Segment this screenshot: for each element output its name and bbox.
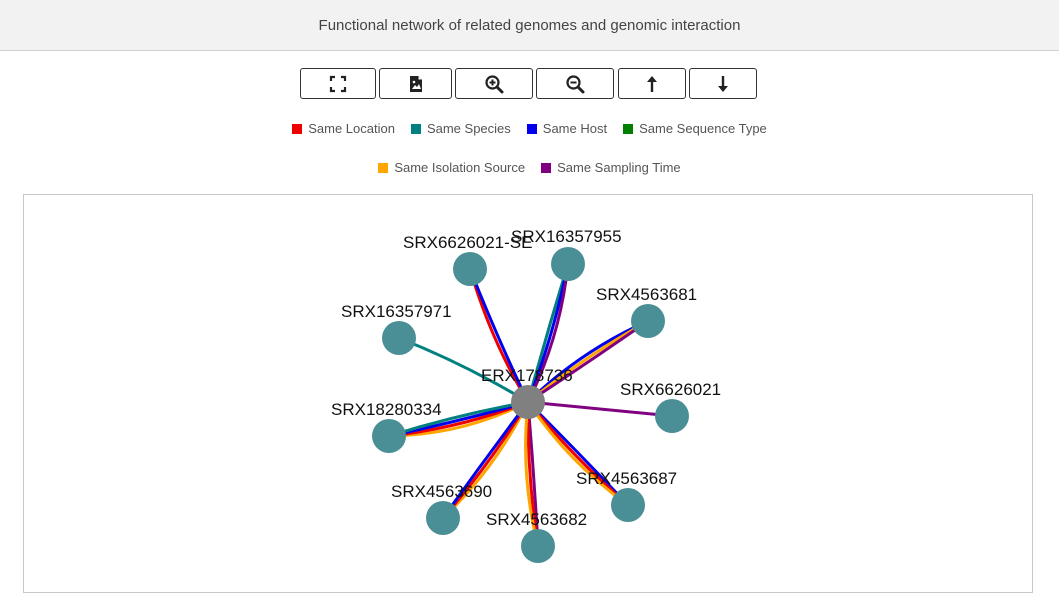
zoom-out-button[interactable] [536,68,614,99]
genome-node-label: SRX4563682 [486,510,587,529]
genome-node-label: SRX6626021 [620,380,721,399]
legend-swatch [526,123,537,134]
fullscreen-button[interactable] [300,68,376,99]
legend-label: Same Sequence Type [639,121,767,136]
arrow-up-icon [647,75,657,92]
legend-label: Same Isolation Source [394,160,526,175]
export-image-button[interactable] [379,68,452,99]
export-image-icon [409,75,422,92]
edge-same-host [526,400,630,507]
legend-item-same-sequence-type: Same Sequence Type [623,121,767,136]
legend-swatch [623,123,634,134]
center-genome-label: ERX178736 [481,366,573,385]
graph-toolbar [0,68,1059,101]
genome-node-label: SRX18280334 [331,400,442,419]
genome-node[interactable] [426,501,460,535]
edge-same-sampling-time [527,400,673,418]
zoom-in-button[interactable] [455,68,533,99]
genome-node[interactable] [372,419,406,453]
genome-node[interactable] [382,321,416,355]
genome-node-label: SRX4563687 [576,469,677,488]
arrow-down-icon [718,75,728,92]
legend-swatch [410,123,421,134]
move-down-button[interactable] [689,68,757,99]
genome-node-label: SRX4563690 [391,482,492,501]
genome-node-label: SRX16357955 [511,227,622,246]
genome-node[interactable] [655,399,689,433]
legend-item-same-host: Same Host [526,121,608,136]
legend-label: Same Sampling Time [557,160,681,175]
genome-node-label: SRX6626021-SE [403,233,532,252]
legend-swatch [541,162,552,173]
legend-item-same-sampling-time: Same Sampling Time [541,160,681,175]
legend-item-same-location: Same Location [292,121,395,136]
legend-label: Same Species [426,121,511,136]
zoom-out-icon [566,74,585,93]
legend-label: Same Host [542,121,608,136]
center-genome-node[interactable] [511,385,545,419]
legend-swatch [378,162,389,173]
genome-node[interactable] [551,247,585,281]
genome-node[interactable] [631,304,665,338]
network-graph-panel[interactable]: SRX6626021-SE SRX16357955 SRX4563681 SRX163… [23,194,1033,593]
legend-swatch [292,123,303,134]
legend-row-1: Same Location Same Species Same Host Sam… [0,121,1059,136]
fullscreen-icon [329,75,347,92]
genome-node[interactable] [521,529,555,563]
genome-node[interactable] [611,488,645,522]
page-header: Functional network of related genomes an… [0,0,1059,51]
legend-row-2: Same Isolation Source Same Sampling Time [0,160,1059,175]
zoom-in-icon [485,74,504,93]
move-up-button[interactable] [618,68,686,99]
page-title: Functional network of related genomes an… [318,16,741,34]
genome-node[interactable] [453,252,487,286]
legend-label: Same Location [308,121,395,136]
legend-item-same-isolation-source: Same Isolation Source [378,160,525,175]
legend-item-same-species: Same Species [410,121,511,136]
genome-node-label: SRX4563681 [596,285,697,304]
genome-node-label: SRX16357971 [341,302,452,321]
